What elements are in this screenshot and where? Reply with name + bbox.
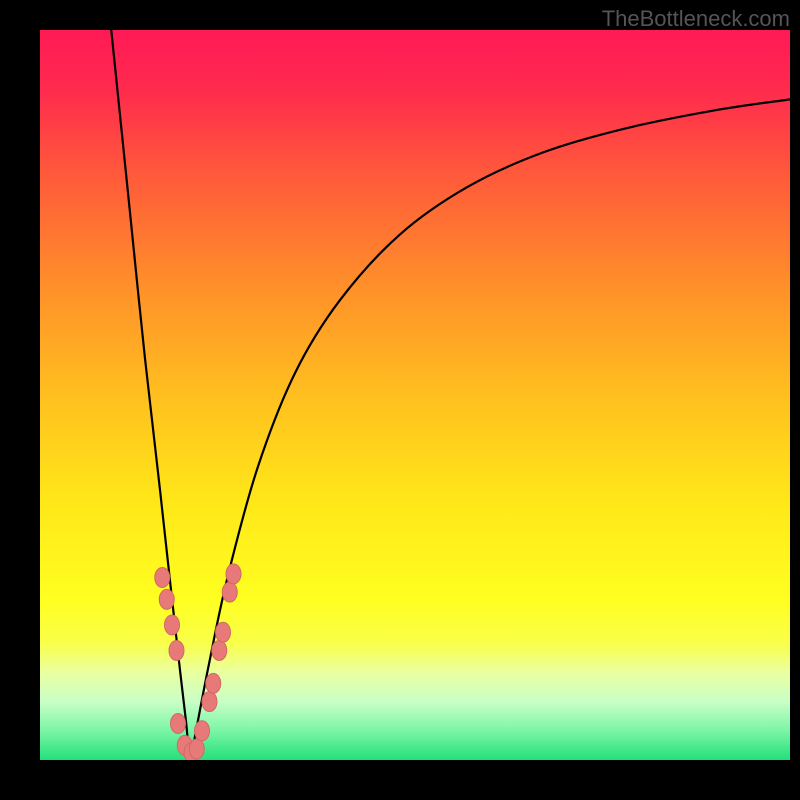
- data-marker: [212, 641, 227, 661]
- data-marker: [169, 641, 184, 661]
- data-marker: [206, 673, 221, 693]
- data-marker: [155, 568, 170, 588]
- bottleneck-chart: [0, 0, 800, 800]
- border-right: [790, 0, 800, 800]
- border-left: [0, 0, 40, 800]
- gradient-background: [40, 30, 790, 760]
- data-marker: [171, 714, 186, 734]
- data-marker: [222, 582, 237, 602]
- data-marker: [195, 721, 210, 741]
- data-marker: [165, 615, 180, 635]
- data-marker: [226, 564, 241, 584]
- data-marker: [189, 739, 204, 759]
- chart-container: TheBottleneck.com: [0, 0, 800, 800]
- watermark-text: TheBottleneck.com: [602, 6, 790, 32]
- data-marker: [159, 589, 174, 609]
- border-bottom: [0, 760, 800, 800]
- data-marker: [216, 622, 231, 642]
- data-marker: [202, 692, 217, 712]
- plot-area: [40, 30, 790, 763]
